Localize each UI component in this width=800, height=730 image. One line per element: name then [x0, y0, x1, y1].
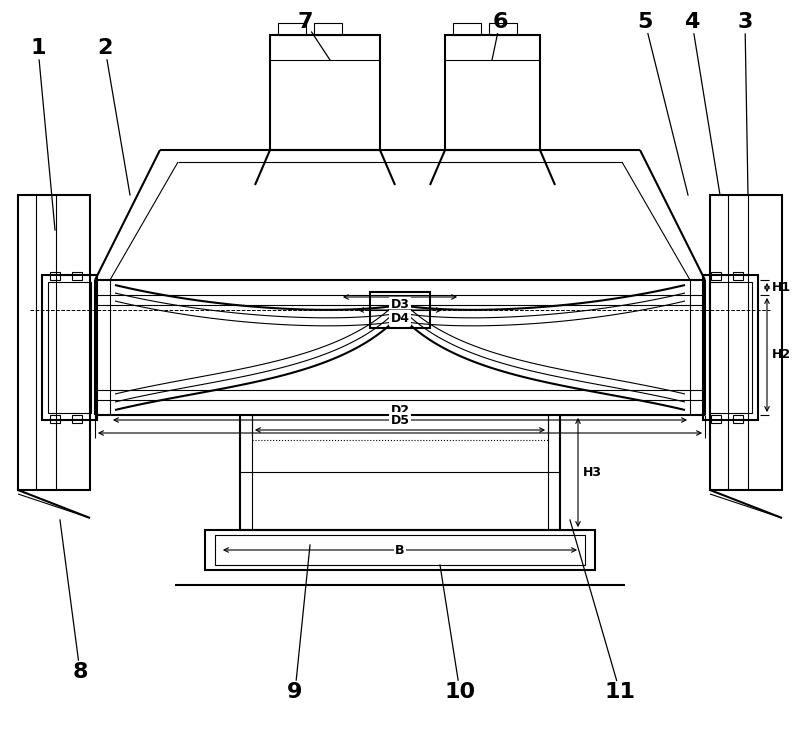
Bar — [489, 23, 517, 35]
Text: 8: 8 — [72, 662, 88, 682]
Text: 11: 11 — [605, 682, 635, 702]
Text: B: B — [395, 544, 405, 556]
Bar — [314, 23, 342, 35]
Bar — [710, 195, 782, 490]
Bar — [733, 272, 743, 280]
Text: 7: 7 — [298, 12, 313, 32]
Bar — [711, 272, 721, 280]
Bar — [42, 275, 97, 420]
Text: 4: 4 — [684, 12, 700, 32]
Bar — [703, 275, 758, 420]
Text: 9: 9 — [287, 682, 302, 702]
Bar — [733, 415, 743, 423]
Text: H3: H3 — [583, 466, 602, 479]
Text: 10: 10 — [445, 682, 475, 702]
Text: 2: 2 — [98, 38, 113, 58]
Bar — [453, 23, 481, 35]
Bar — [50, 272, 60, 280]
Bar — [72, 415, 82, 423]
Bar — [370, 292, 430, 328]
Text: 1: 1 — [30, 38, 46, 58]
Bar — [48, 282, 91, 413]
Bar — [72, 272, 82, 280]
Text: D3: D3 — [390, 299, 410, 312]
Text: D4: D4 — [390, 312, 410, 325]
Bar — [709, 282, 752, 413]
Bar — [711, 415, 721, 423]
Text: D5: D5 — [390, 413, 410, 426]
Bar — [18, 195, 90, 490]
Text: D2: D2 — [390, 404, 410, 417]
Text: 3: 3 — [738, 12, 753, 32]
Bar — [278, 23, 306, 35]
Text: 6: 6 — [492, 12, 508, 32]
Bar — [270, 35, 380, 150]
Bar — [215, 535, 585, 565]
Text: H2: H2 — [772, 348, 791, 361]
Text: D1: D1 — [390, 417, 410, 429]
Text: H1: H1 — [772, 281, 791, 294]
Text: 5: 5 — [638, 12, 653, 32]
Bar — [50, 415, 60, 423]
Bar — [205, 530, 595, 570]
Bar — [445, 35, 540, 150]
